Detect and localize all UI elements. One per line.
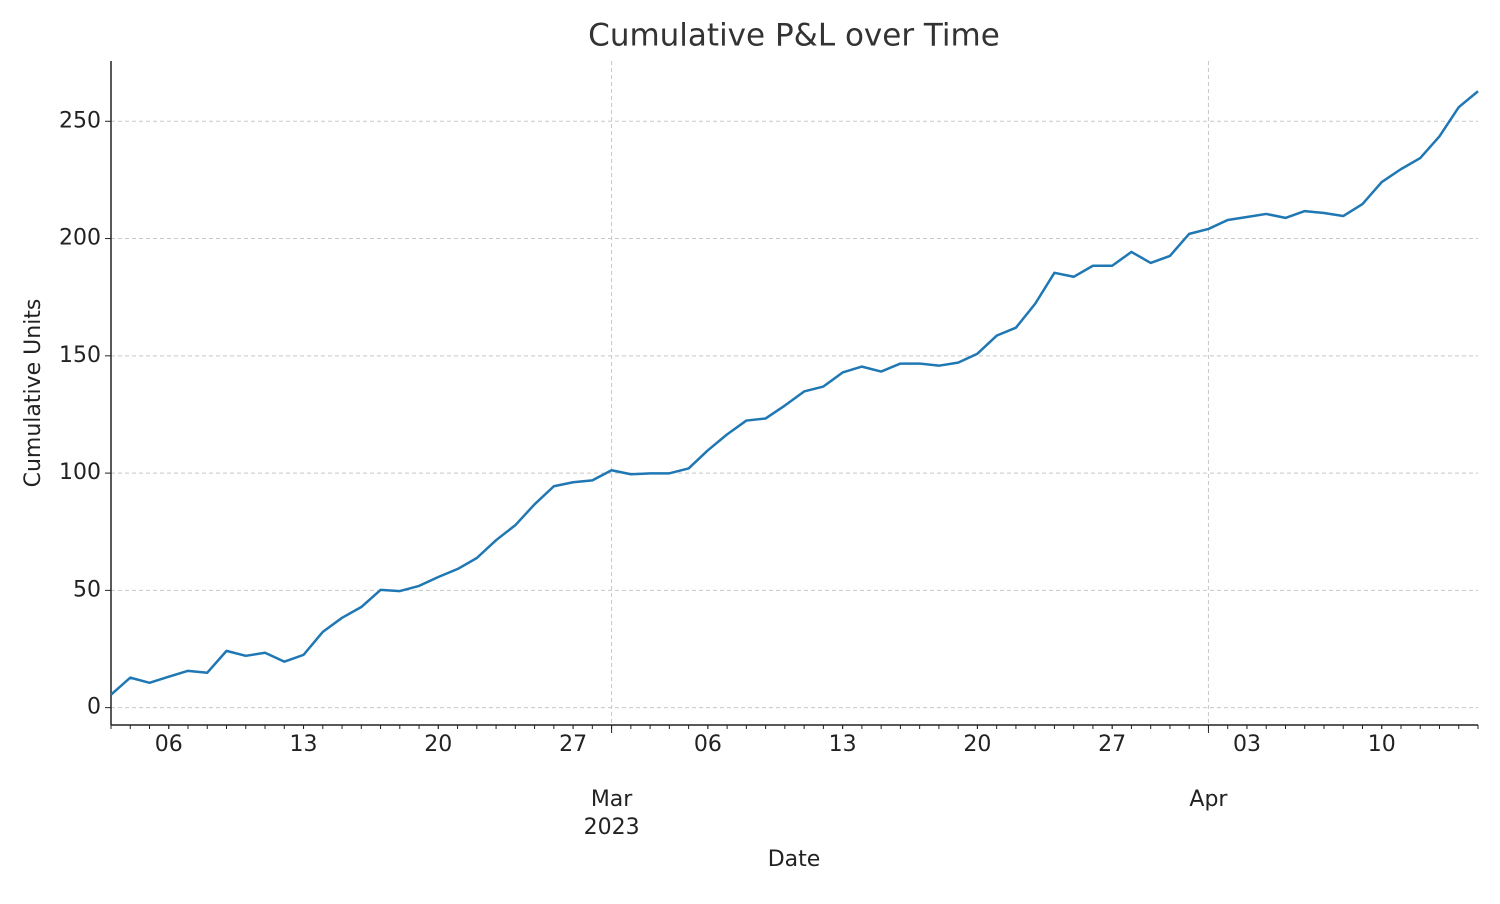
x-tick-label: 03 [1233, 732, 1261, 757]
x-tick-label: 27 [1098, 732, 1126, 757]
x-tick-label: 10 [1368, 732, 1396, 757]
y-tick-label: 0 [87, 695, 101, 720]
y-tick-label: 50 [73, 577, 101, 602]
line [110, 90, 1479, 696]
y-tick-label: 200 [59, 226, 101, 251]
y-tick-label: 150 [59, 343, 101, 368]
x-axis-label: Date [768, 847, 821, 872]
y-axis-label: Cumulative Units [21, 299, 46, 488]
x-tick-label: Mar 2023 [584, 787, 640, 840]
x-tick-label: 06 [694, 732, 722, 757]
x-tick-label: 13 [829, 732, 857, 757]
x-tick-label: 20 [424, 732, 452, 757]
y-tick-label: 250 [59, 108, 101, 133]
x-tick-label: 06 [155, 732, 183, 757]
chart-title: Cumulative P&L over Time [588, 18, 1000, 54]
x-tick-label: 13 [290, 732, 318, 757]
x-tick-label: 27 [559, 732, 587, 757]
y-tick-label: 100 [59, 460, 101, 485]
x-tick-label: Apr [1189, 787, 1228, 812]
x-tick-label: 20 [963, 732, 991, 757]
